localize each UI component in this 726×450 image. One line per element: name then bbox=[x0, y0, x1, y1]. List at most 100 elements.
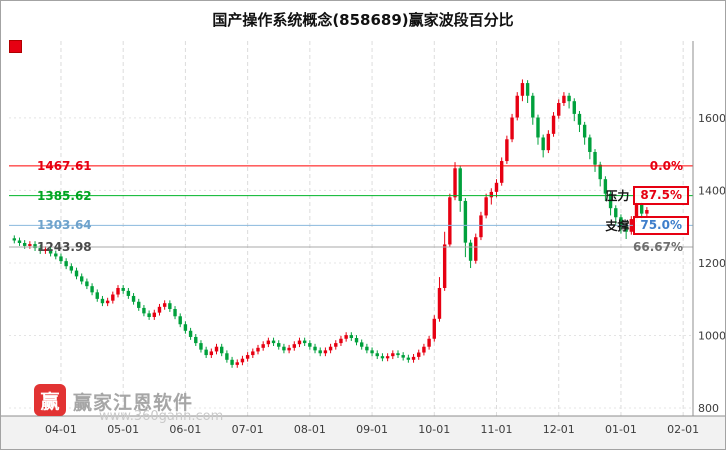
candle-body bbox=[261, 344, 265, 348]
candle-body bbox=[567, 95, 571, 102]
y-axis-label: 1000 bbox=[698, 329, 726, 342]
price-level-label-0: 1467.61 bbox=[37, 158, 92, 173]
candle-body bbox=[562, 95, 566, 104]
candle-body bbox=[64, 261, 68, 267]
candle-body bbox=[484, 197, 488, 216]
x-axis-strip bbox=[1, 416, 725, 449]
candle-body bbox=[95, 292, 99, 299]
candle-body bbox=[468, 242, 473, 261]
support-annotation: 支撑 75.0% bbox=[605, 215, 689, 235]
candle-body bbox=[520, 83, 525, 96]
candle-body bbox=[12, 238, 16, 241]
candle-body bbox=[183, 324, 188, 331]
candle-body bbox=[85, 281, 89, 287]
candle-body bbox=[525, 83, 530, 96]
x-axis-label: 12-01 bbox=[543, 423, 575, 436]
candle-body bbox=[479, 215, 483, 238]
candle-body bbox=[297, 340, 302, 345]
candle-body bbox=[572, 101, 576, 114]
candle-body bbox=[603, 179, 608, 194]
candle-body bbox=[396, 353, 400, 356]
candle-body bbox=[199, 343, 203, 350]
candle-body bbox=[214, 346, 219, 352]
candle-body bbox=[74, 270, 79, 277]
candle-body bbox=[173, 309, 177, 317]
candle-body bbox=[308, 343, 312, 347]
candle-body bbox=[494, 182, 499, 192]
x-axis-label: 08-01 bbox=[294, 423, 326, 436]
percent-label-top: 0.0% bbox=[649, 158, 683, 173]
candle-body bbox=[448, 197, 452, 245]
price-level-label-3: 1243.98 bbox=[37, 240, 92, 254]
candle-body bbox=[442, 244, 447, 288]
candle-body bbox=[287, 347, 291, 351]
candle-body bbox=[437, 287, 442, 319]
x-axis-label: 02-01 bbox=[667, 423, 699, 436]
candle-body bbox=[463, 200, 468, 243]
series-color-chip bbox=[9, 40, 22, 53]
candle-body bbox=[639, 204, 644, 214]
candle-body bbox=[318, 350, 322, 354]
candle-body bbox=[551, 115, 556, 134]
candle-body bbox=[541, 137, 545, 151]
y-axis-label: 1200 bbox=[698, 257, 726, 270]
candle-body bbox=[313, 346, 317, 351]
percent-label-bottom: 66.67% bbox=[633, 240, 683, 254]
candle-body bbox=[339, 338, 343, 344]
candle-body bbox=[588, 137, 592, 152]
price-level-label-2: 1303.64 bbox=[37, 218, 92, 233]
candle-body bbox=[359, 342, 364, 347]
candle-body bbox=[220, 346, 224, 354]
candle-body bbox=[235, 362, 239, 365]
price-level-label-1: 1385.62 bbox=[37, 188, 92, 203]
y-axis-label: 1600 bbox=[698, 112, 726, 125]
candle-body bbox=[349, 335, 354, 339]
candle-body bbox=[546, 133, 551, 151]
candle-body bbox=[557, 103, 561, 116]
candle-body bbox=[391, 353, 395, 357]
candle-body bbox=[619, 217, 623, 227]
candle-body bbox=[614, 208, 618, 218]
candle-body bbox=[645, 210, 649, 214]
candle-body bbox=[28, 244, 32, 246]
candle-body bbox=[634, 204, 639, 220]
candle-body bbox=[48, 249, 53, 254]
candle-body bbox=[266, 340, 271, 345]
candle-body bbox=[59, 256, 63, 262]
candle-body bbox=[33, 244, 37, 249]
candle-body bbox=[365, 346, 369, 351]
candle-body bbox=[194, 336, 198, 344]
chart-title: 国产操作系统概念(858689)赢家波段百分比 bbox=[212, 11, 514, 29]
candle-body bbox=[536, 117, 540, 138]
x-axis-label: 11-01 bbox=[481, 423, 513, 436]
candle-body bbox=[22, 243, 27, 246]
candle-body bbox=[17, 240, 22, 244]
candle-body bbox=[593, 151, 597, 165]
x-axis-label: 05-01 bbox=[107, 423, 139, 436]
candle-body bbox=[131, 295, 136, 302]
candle-body bbox=[334, 343, 338, 347]
candle-body bbox=[417, 352, 421, 357]
candle-body bbox=[152, 312, 156, 317]
candle-body bbox=[505, 139, 509, 162]
x-axis-label: 10-01 bbox=[418, 423, 450, 436]
x-axis-label: 06-01 bbox=[169, 423, 201, 436]
candle-body bbox=[582, 124, 587, 138]
candle-body bbox=[401, 355, 405, 358]
resistance-annotation: 压力 87.5% bbox=[605, 186, 689, 206]
candle-body bbox=[422, 346, 426, 353]
candle-body bbox=[162, 303, 167, 307]
x-axis-label: 07-01 bbox=[232, 423, 264, 436]
candle-body bbox=[188, 330, 193, 337]
x-axis-label: 09-01 bbox=[356, 423, 388, 436]
candle-body bbox=[344, 335, 348, 339]
candle-body bbox=[69, 266, 74, 271]
candle-body bbox=[80, 276, 84, 282]
candle-body bbox=[406, 357, 411, 360]
candle-body bbox=[111, 294, 115, 301]
candle-body bbox=[240, 358, 245, 363]
candle-body bbox=[489, 191, 494, 198]
candle-body bbox=[204, 349, 208, 356]
candle-body bbox=[354, 338, 359, 343]
